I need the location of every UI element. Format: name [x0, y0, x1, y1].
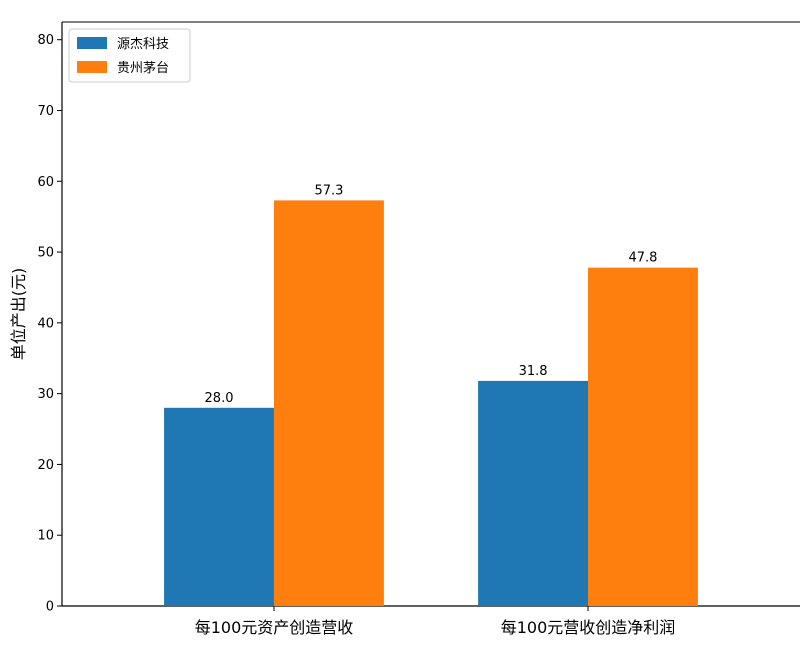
legend-swatch: [77, 61, 107, 73]
y-tick-label: 80: [37, 33, 54, 48]
y-axis: 0 10 20 30 40 50 60 70 80: [37, 33, 62, 615]
bar-value-label: 31.8: [519, 364, 548, 379]
y-tick-label: 60: [37, 175, 54, 190]
legend-label: 贵州茅台: [117, 61, 169, 76]
y-tick-label: 30: [37, 387, 54, 402]
y-axis-label: 单位产出(元): [9, 268, 28, 361]
x-tick-label: 每100元资产创造营收: [195, 618, 354, 637]
bars: [164, 200, 698, 607]
legend-label: 源杰科技: [117, 37, 169, 52]
y-tick-label: 0: [46, 600, 54, 615]
data-labels: 28.0 57.3 31.8 47.8: [205, 183, 658, 405]
bar-value-label: 57.3: [314, 183, 343, 198]
bar-value-label: 28.0: [205, 391, 234, 406]
y-tick-label: 10: [37, 529, 54, 544]
bar-moutai-0: [273, 200, 384, 607]
y-tick-label: 40: [37, 316, 54, 331]
bar-yuanjie-1: [478, 380, 589, 606]
bar-yuanjie-0: [164, 407, 274, 606]
bar-moutai-1: [588, 267, 698, 606]
x-axis: 每100元资产创造营收 每100元营收创造净利润: [195, 606, 676, 637]
y-tick-label: 70: [37, 104, 54, 119]
y-tick-label: 50: [37, 246, 54, 261]
x-tick-label: 每100元营收创造净利润: [501, 618, 676, 637]
legend-swatch: [77, 37, 107, 49]
bar-value-label: 47.8: [629, 251, 658, 266]
y-tick-label: 20: [37, 458, 54, 473]
